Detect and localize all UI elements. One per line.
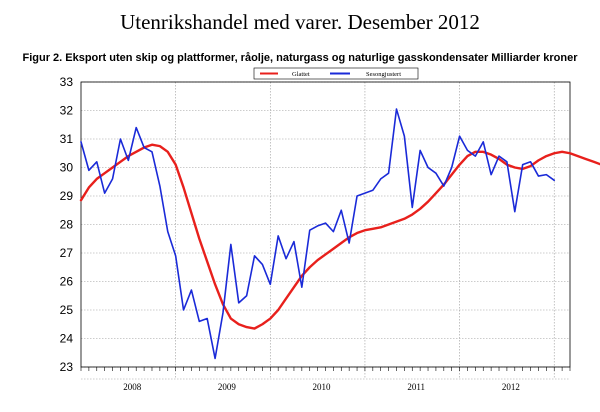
- legend: Glattet Sesongjustert: [253, 67, 419, 80]
- grid: [81, 81, 570, 379]
- y-tick-label: 33: [60, 75, 74, 89]
- x-year-label: 2012: [502, 382, 520, 392]
- y-tick-label: 25: [60, 303, 74, 317]
- y-tick-label: 32: [60, 104, 74, 118]
- y-tick-label: 24: [60, 332, 74, 346]
- y-tick-label: 29: [60, 189, 74, 203]
- plot-frame: [80, 81, 571, 368]
- x-year-label: 2008: [123, 382, 142, 392]
- series-line-glattet: [79, 143, 600, 330]
- x-year-label: 2010: [313, 382, 332, 392]
- y-tick-label: 26: [60, 275, 74, 289]
- series: [79, 108, 600, 360]
- series-line-sesongjustert: [80, 108, 556, 360]
- y-tick-label: 23: [60, 360, 74, 374]
- y-tick-label: 28: [60, 218, 74, 232]
- legend-label-glattet: Glattet: [292, 71, 310, 78]
- x-year-label: 2011: [407, 382, 425, 392]
- y-tick-label: 31: [60, 132, 74, 146]
- chart-title: Figur 2. Eksport uten skip og plattforme…: [22, 52, 578, 64]
- y-tick-label: 30: [60, 161, 74, 175]
- page-title: Utenrikshandel med varer. Desember 2012: [120, 10, 480, 34]
- x-year-label: 2009: [218, 382, 237, 392]
- y-tick-label: 27: [60, 246, 74, 260]
- axes: 23 24 25 26 27 28 29 30 31 32 33 2008 2009 2010 2011 20…: [60, 75, 571, 392]
- legend-label-sesongjustert: Sesongjustert: [366, 71, 401, 78]
